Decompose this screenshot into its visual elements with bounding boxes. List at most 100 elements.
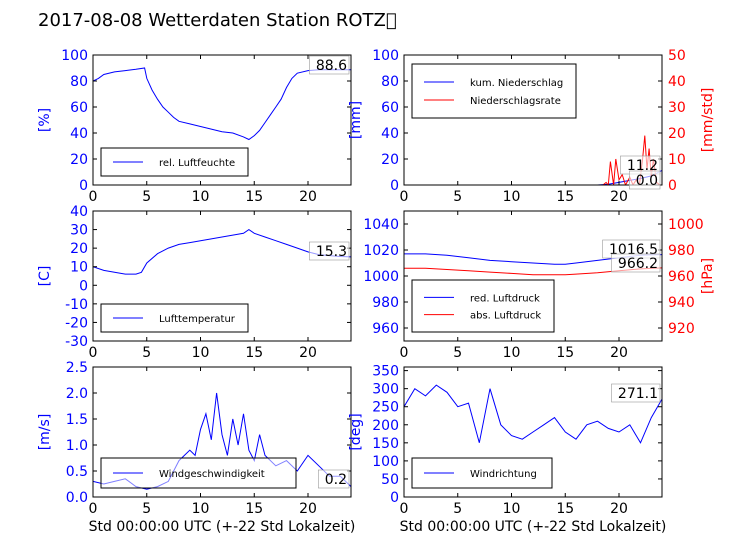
y-tick-label: 80 [70,74,88,90]
legend: rel. Luftfeuchte [100,147,249,177]
y-tick-label: -20 [65,315,88,331]
x-tick-label: 10 [192,345,210,361]
x-tick-label: 5 [142,501,151,517]
y-tick-label: 1000 [363,269,399,285]
legend-label: Windgeschwindigkeit [159,469,265,480]
y-tick-label: 20 [70,152,88,168]
x-tick-label: 10 [503,189,521,205]
last-value-box [611,253,661,273]
series-line-temperature-0 [93,228,351,275]
y-tick-label: 150 [372,436,399,452]
y-tick-label: 2.0 [66,386,88,402]
y-tick-label: 0 [79,178,88,194]
y-tick-label: 0.5 [66,464,88,480]
legend: Windrichtung [411,457,553,489]
legend-label: Niederschlagsrate [470,96,561,107]
legend-label: Lufttemperatur [159,314,236,325]
x-tick-label: 15 [556,189,574,205]
last-value-box [317,469,350,489]
y2-tick-label: 40 [668,74,686,90]
x-tick-label: 0 [400,501,409,517]
y-axis-label: [m/s] [37,414,53,451]
y-tick-label: 40 [381,126,399,142]
y-tick-label: 350 [372,364,399,380]
y-axis-label: [C] [37,266,53,287]
x-tick-label: 20 [299,501,317,517]
x-tick-label: 0 [89,345,98,361]
series-line-wind-direction-0 [404,384,662,444]
x-tick-label: 0 [89,501,98,517]
legend-box [411,63,577,119]
legend: red. Luftdruck abs. Luftdruck [411,279,555,333]
chart-pressure: 0 5 10 15 20 960 980 1000 1020 1040 920 940 960 980 10… [363,210,716,361]
last-value-box [611,383,661,403]
x-tick-label: 20 [610,189,628,205]
legend-box [411,279,555,333]
legend: Lufttemperatur [100,303,249,333]
x-tick-label: 20 [299,189,317,205]
legend-label: rel. Luftfeuchte [159,158,235,169]
y-tick-label: 30 [70,223,88,239]
y2-tick-label: 50 [668,48,686,64]
x-axis-label: Std 00:00:00 UTC (+-22 Std Lokalzeit) [89,519,356,535]
y-tick-label: 50 [381,472,399,488]
y-tick-label: 1040 [363,217,399,233]
chart-precip: 0 5 10 15 20 0 20 40 60 80 100 0 10 20 30 40 50 [mm] [mm/s… [348,48,716,205]
y-tick-label: 980 [372,295,399,311]
y-tick-label: 2.5 [66,360,88,376]
x-tick-label: 0 [89,189,98,205]
x-tick-label: 15 [245,345,263,361]
x-tick-label: 20 [610,345,628,361]
series-line-humidity-0 [93,67,351,141]
y-tick-label: 100 [61,48,88,64]
y2-tick-label: 960 [668,269,695,285]
y-tick-label: 960 [372,321,399,337]
y2-tick-label: 20 [668,126,686,142]
y2-tick-label: 1000 [668,217,704,233]
last-value-label: 0.0 [636,173,658,189]
x-tick-label: 10 [192,189,210,205]
y-tick-label: 40 [70,204,88,220]
y-tick-label: 0.0 [66,490,88,506]
y-tick-label: 0 [390,490,399,506]
legend-label: Windrichtung [470,469,537,480]
y2-tick-label: 0 [668,178,677,194]
x-axis-label: Std 00:00:00 UTC (+-22 Std Lokalzeit) [400,519,667,535]
y-tick-label: 300 [372,382,399,398]
y2-axis-label: [hPa] [700,258,716,294]
last-value-box [309,241,350,261]
y-tick-label: 40 [70,126,88,142]
y-tick-label: 0 [79,278,88,294]
axes-frame [92,210,352,342]
y-tick-label: 250 [372,400,399,416]
y-tick-label: -30 [65,334,88,350]
last-value-label: 271.1 [618,386,658,402]
y-tick-label: -10 [65,297,88,313]
y2-tick-label: 980 [668,243,695,259]
y2-axis-label: [mm/std] [700,88,716,153]
y-tick-label: 100 [372,48,399,64]
x-tick-label: 5 [453,189,462,205]
legend: Windgeschwindigkeit [100,457,297,489]
y-tick-label: 10 [70,260,88,276]
y-tick-label: 200 [372,418,399,434]
legend-label: abs. Luftdruck [470,311,541,322]
y-tick-label: 80 [381,74,399,90]
x-tick-label: 15 [556,501,574,517]
x-tick-label: 5 [453,345,462,361]
y-axis-label: [mm] [348,101,364,139]
figure-title: 2017-08-08 Wetterdaten Station ROTZ  [38,10,397,31]
axes-frame [403,366,663,498]
x-tick-label: 5 [142,189,151,205]
y-tick-label: 1.0 [66,438,88,454]
y-tick-label: 60 [70,100,88,116]
y-tick-label: 0 [390,178,399,194]
y-tick-label: 100 [372,454,399,470]
last-value-label: 88.6 [316,58,347,74]
axes-frame [403,54,663,186]
last-value-box [628,170,661,190]
x-tick-label: 5 [142,345,151,361]
